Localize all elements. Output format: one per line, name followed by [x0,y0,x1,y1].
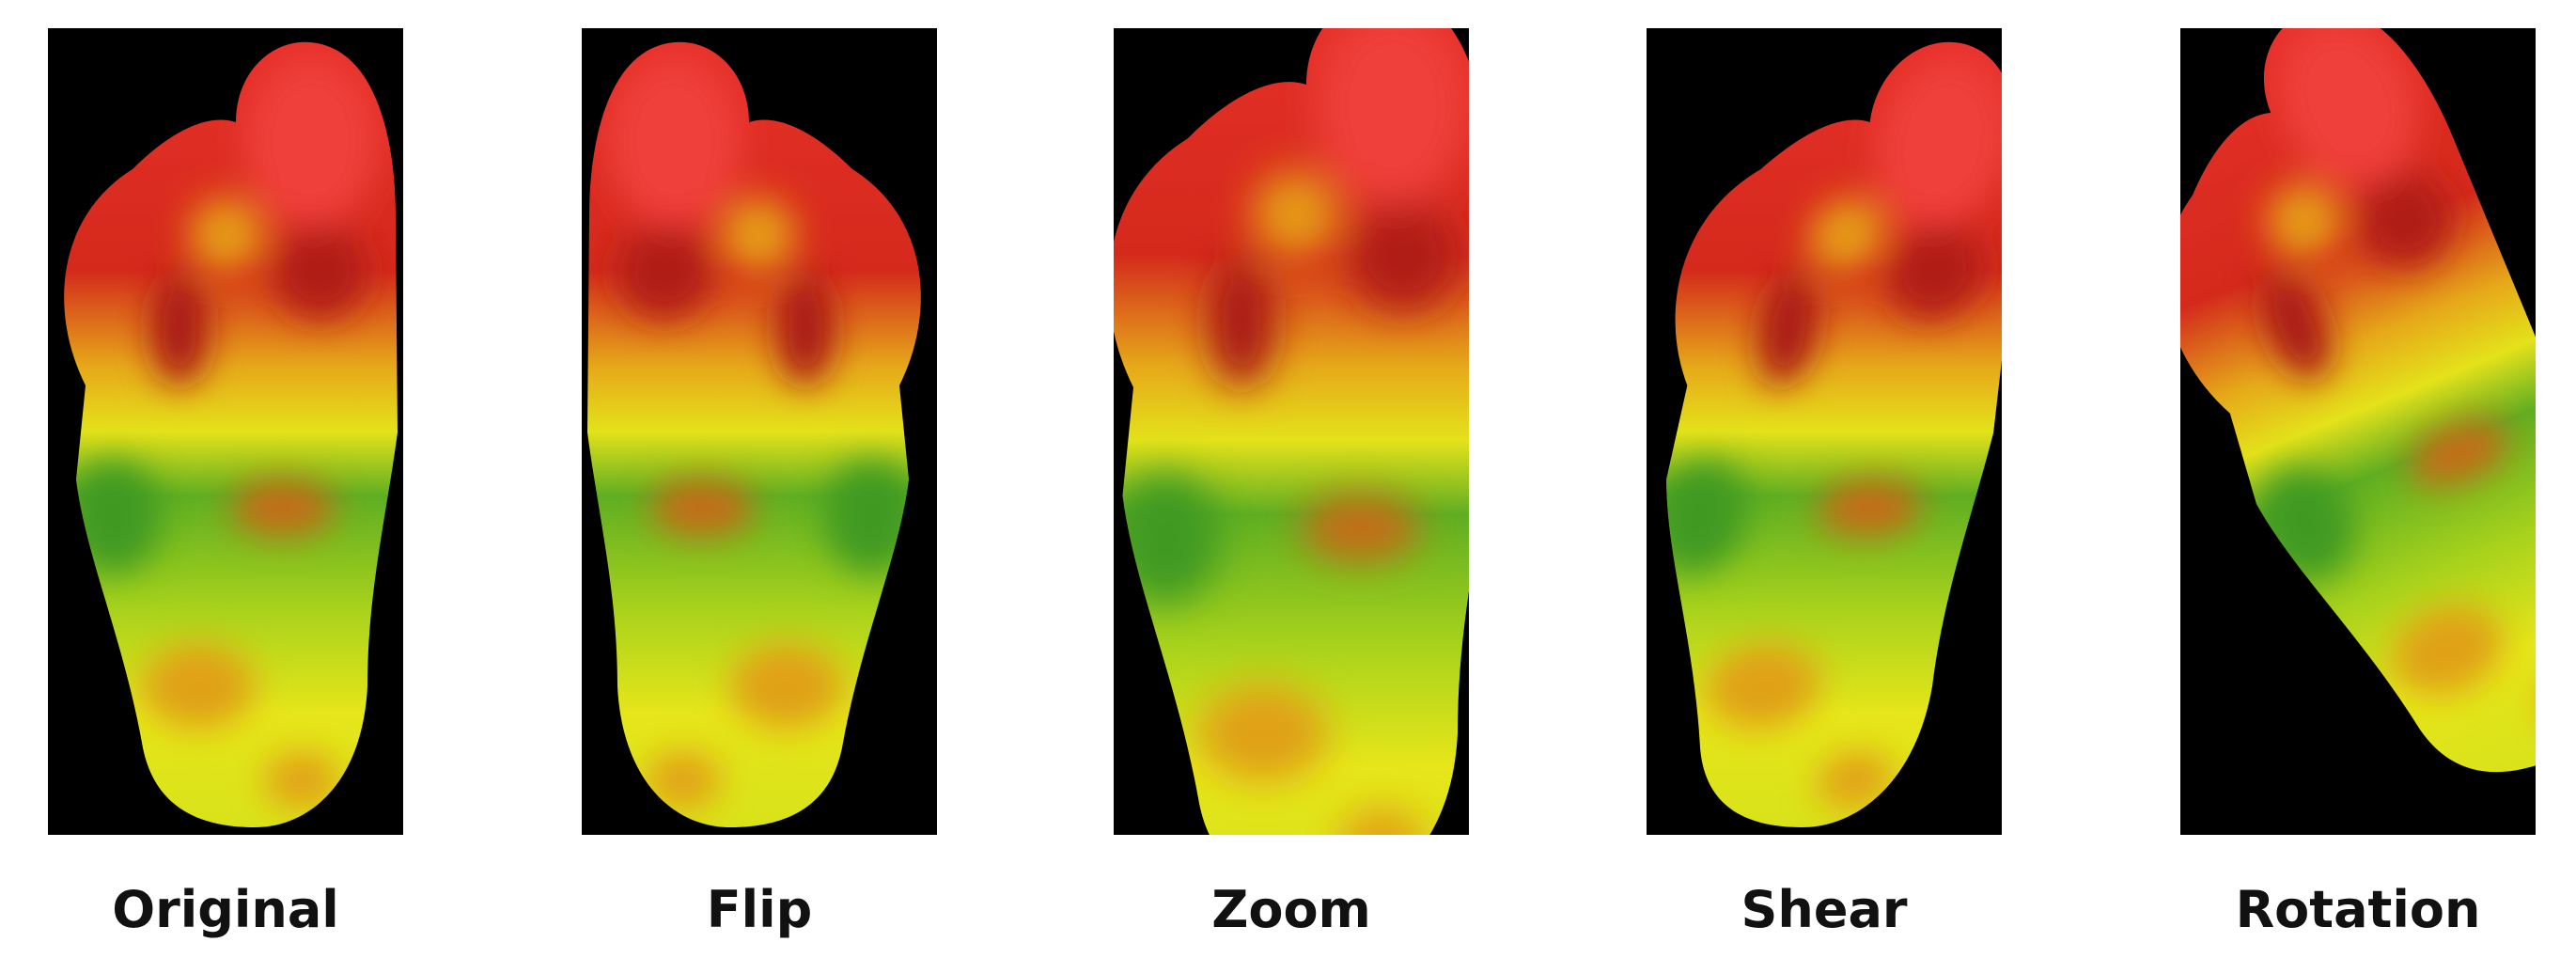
panel [2180,28,2536,835]
panel [1647,28,2002,835]
panel [582,28,937,835]
panel-label: Zoom [1211,880,1371,939]
panel-label: Original [112,880,339,939]
panel-label: Shear [1741,880,1907,939]
panel [48,28,403,835]
panel-label: Flip [707,880,813,939]
panel-label: Rotation [2236,880,2481,939]
panel [1114,28,1469,835]
